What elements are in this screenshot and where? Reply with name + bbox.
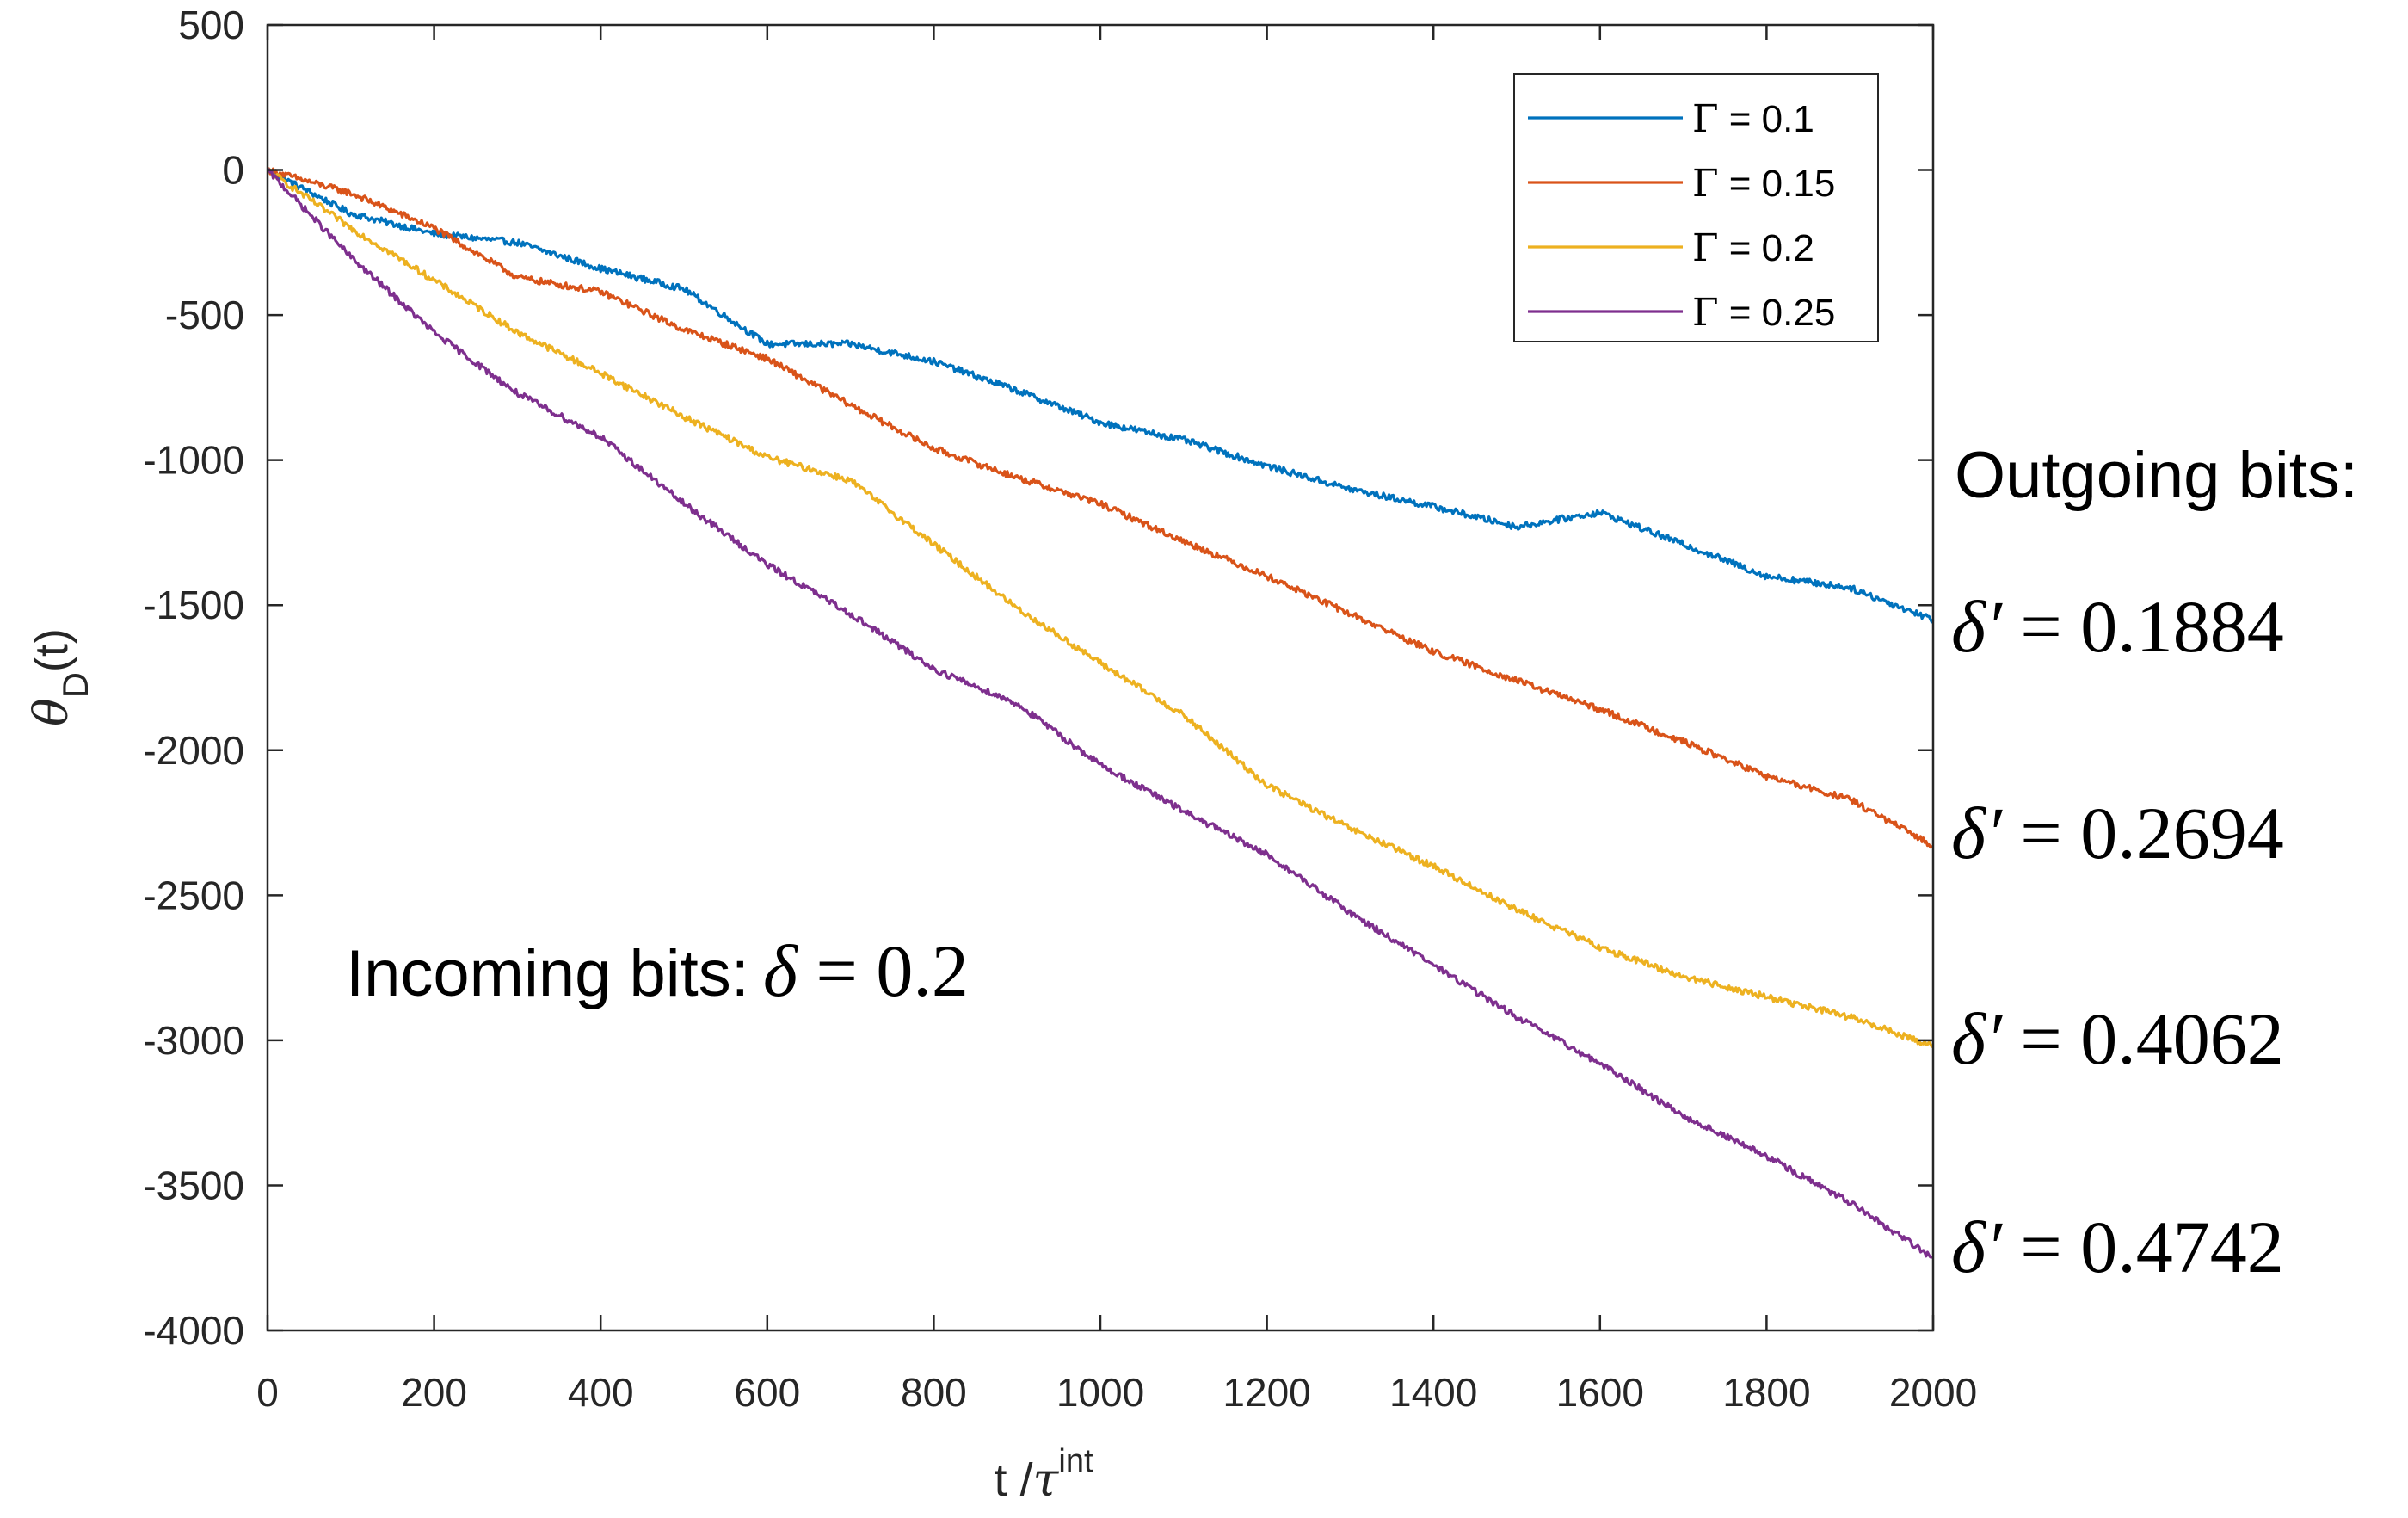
y-tick-label: -1000 [143,438,244,483]
y-tick-labels: 500 0 -500 -1000 -1500 -2000 -2500 -3000 -3500 -4… [143,3,244,1353]
x-tick-labels: 0 200 400 600 800 1000 1200 1400 1600 1800 2000 [256,1370,1977,1415]
y-axis-title-greek: θ [24,698,78,726]
x-tick-label: 1200 [1222,1370,1310,1415]
series-line-1 [267,168,1935,624]
x-tick-label: 1600 [1556,1370,1644,1415]
y-tick-label: 0 [222,148,244,193]
legend-label-4: Γ = 0.25 [1692,291,1835,335]
incoming-bits-label: Incoming bits: [346,937,749,1010]
legend-label-greek: Γ [1692,226,1719,270]
y-axis-title-suffix: (t) [26,628,77,672]
x-tick-label: 600 [734,1370,800,1415]
outgoing-value-1: δ′ = 0.1884 [1951,585,2284,668]
x-tick-label: 1400 [1389,1370,1477,1415]
legend-label-value: = 0.1 [1719,98,1814,140]
x-axis-title-text: t / [994,1454,1032,1506]
y-axis-title-subscript: D [55,672,95,698]
legend-label-2: Γ = 0.15 [1692,162,1835,206]
outgoing-delta-symbol: δ′ [1951,792,2003,874]
outgoing-delta-value: = 0.2694 [2002,792,2284,874]
legend-label-value: = 0.2 [1719,227,1814,269]
y-tick-label: -2000 [143,728,244,773]
x-axis-title-greek: τ [1033,1453,1060,1507]
legend: Γ = 0.1Γ = 0.15Γ = 0.2Γ = 0.25 [1513,73,1879,342]
y-tick-label: -3500 [143,1163,244,1207]
x-tick-label: 800 [901,1370,967,1415]
legend-label-value: = 0.25 [1719,292,1836,334]
axis-ticks [266,23,1935,1332]
y-tick-label: -3000 [143,1018,244,1063]
y-tick-label: 500 [178,3,244,47]
legend-label-1: Γ = 0.1 [1692,97,1814,141]
outgoing-value-2: δ′ = 0.2694 [1951,792,2284,874]
outgoing-delta-symbol: δ′ [1951,1206,2003,1288]
y-tick-label: -500 [165,293,244,337]
legend-entries: Γ = 0.1Γ = 0.15Γ = 0.2Γ = 0.25 [1528,97,1835,335]
incoming-bits-annotation: Incoming bits: δ = 0.2 [346,929,969,1012]
incoming-delta-symbol: δ [763,929,799,1012]
x-tick-label: 1000 [1056,1370,1144,1415]
incoming-delta-value: = 0.2 [798,929,969,1012]
outgoing-value-3: δ′ = 0.4062 [1951,997,2284,1080]
outgoing-delta-value: = 0.4742 [2002,1206,2284,1288]
legend-label-greek: Γ [1692,162,1719,206]
x-tick-label: 200 [401,1370,467,1415]
legend-label-3: Γ = 0.2 [1692,226,1814,270]
outgoing-delta-value: = 0.1884 [2002,585,2284,668]
series-line-2 [266,167,1935,849]
legend-label-greek: Γ [1692,291,1719,335]
x-tick-label: 0 [256,1370,279,1415]
series-layer [266,167,1935,1260]
y-tick-label: -4000 [143,1308,244,1353]
legend-label-greek: Γ [1692,97,1719,141]
x-tick-label: 2000 [1889,1370,1977,1415]
outgoing-delta-symbol: δ′ [1951,997,2003,1080]
y-tick-label: -1500 [143,583,244,627]
y-axis-title: θD(t) [24,628,95,726]
outgoing-bits-label: Outgoing bits: [1955,439,2358,512]
series-line-3 [267,167,1934,1048]
outgoing-delta-symbol: δ′ [1951,585,2003,668]
y-tick-label: -2500 [143,873,244,917]
legend-label-value: = 0.15 [1719,163,1836,205]
x-axis-title: t /τint [994,1443,1093,1507]
x-tick-label: 400 [568,1370,634,1415]
x-tick-label: 1800 [1722,1370,1810,1415]
outgoing-value-4: δ′ = 0.4742 [1951,1206,2284,1288]
x-axis-title-superscript: int [1058,1443,1093,1479]
outgoing-delta-value: = 0.4062 [2002,997,2284,1080]
series-line-4 [267,168,1934,1260]
